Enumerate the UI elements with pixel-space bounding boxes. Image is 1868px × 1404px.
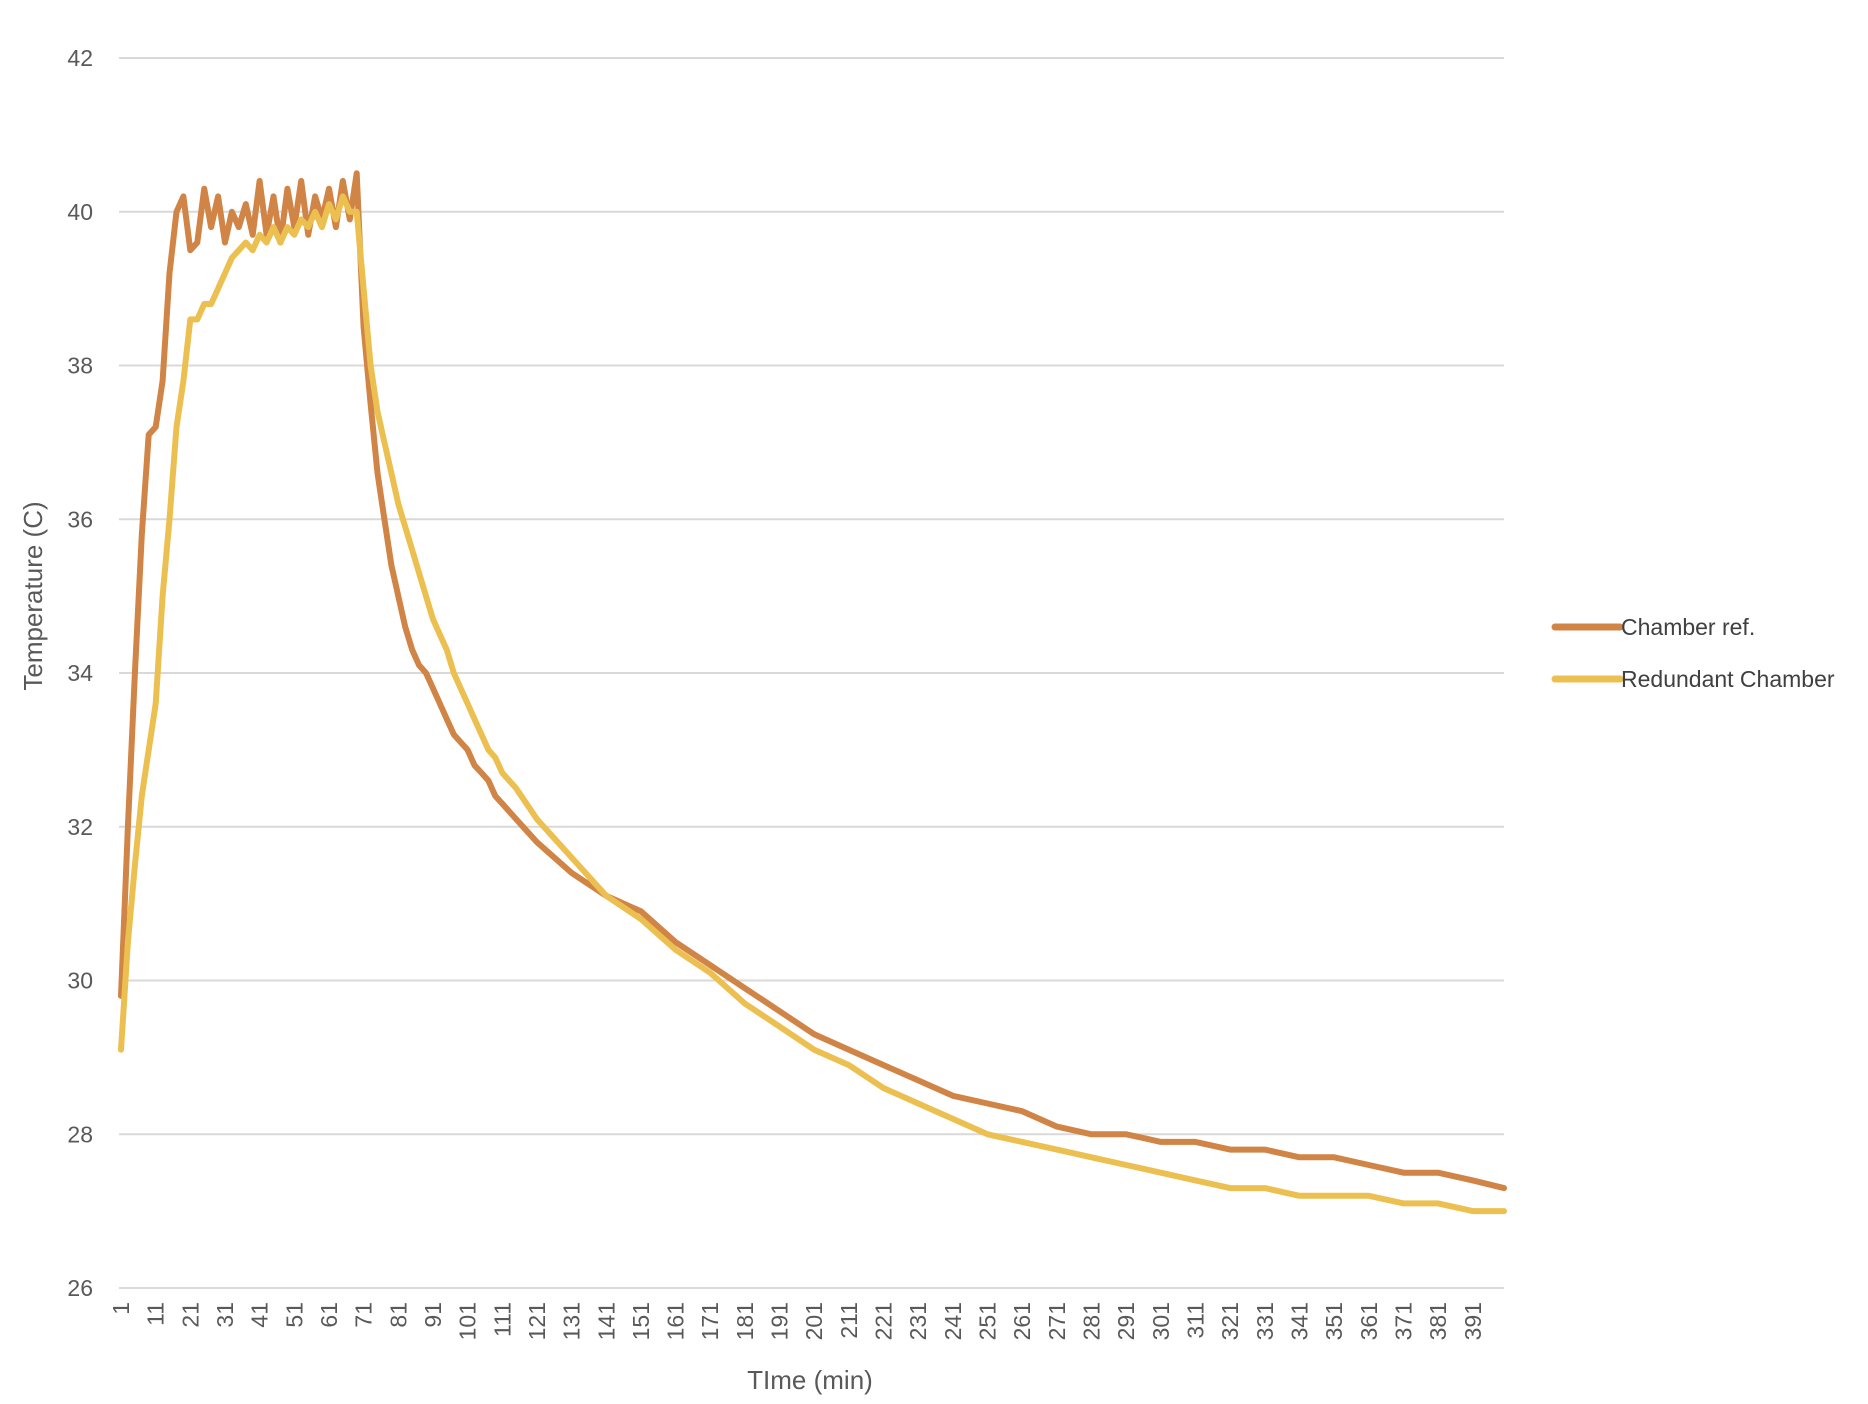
x-tick-label: 111 (489, 1302, 515, 1337)
x-tick-label: 41 (247, 1302, 273, 1328)
series-lines (118, 170, 1507, 1215)
y-tick-label: 28 (67, 1121, 93, 1147)
x-tick-label: 61 (316, 1302, 342, 1328)
x-tick-label: 361 (1356, 1302, 1382, 1340)
x-tick-label: 81 (385, 1302, 411, 1328)
y-tick-label: 38 (67, 353, 93, 379)
legend: Chamber ref. Redundant Chamber (1551, 614, 1835, 692)
x-tick-label: 141 (593, 1302, 619, 1340)
x-tick-label: 251 (975, 1302, 1001, 1340)
x-axis-title: TIme (min) (747, 1365, 873, 1395)
x-tick-label: 131 (559, 1302, 585, 1340)
x-tick-label: 331 (1252, 1302, 1278, 1340)
x-tick-label: 1 (108, 1302, 134, 1315)
series-line-redundant-chamber (118, 193, 1507, 1215)
y-tick-label: 32 (67, 814, 93, 840)
x-axis-tick-labels: 1 11 21 31 41 51 61 71 81 91 101 111 121 131 141 151 161… (108, 1302, 1486, 1340)
x-tick-label: 71 (351, 1302, 377, 1328)
y-tick-label: 36 (67, 506, 93, 532)
x-tick-label: 11 (143, 1302, 169, 1326)
x-tick-label: 311 (1183, 1302, 1209, 1339)
x-tick-label: 101 (455, 1302, 481, 1340)
x-tick-label: 181 (732, 1302, 758, 1340)
legend-label-chamber-ref: Chamber ref. (1621, 614, 1755, 640)
x-tick-label: 51 (281, 1302, 307, 1328)
y-tick-label: 26 (67, 1275, 93, 1301)
x-tick-label: 391 (1460, 1302, 1486, 1340)
y-tick-label: 30 (67, 968, 93, 994)
y-tick-label: 42 (67, 45, 93, 71)
horizontal-gridlines (119, 57, 1504, 1289)
x-tick-label: 221 (871, 1302, 897, 1340)
x-tick-label: 171 (697, 1302, 723, 1340)
x-tick-label: 91 (420, 1302, 446, 1328)
x-tick-label: 351 (1321, 1302, 1347, 1340)
x-tick-label: 261 (1009, 1302, 1035, 1340)
x-tick-label: 321 (1217, 1302, 1243, 1340)
x-tick-label: 271 (1044, 1302, 1070, 1340)
x-tick-label: 371 (1390, 1302, 1416, 1340)
x-tick-label: 241 (940, 1302, 966, 1340)
x-tick-label: 281 (1079, 1302, 1105, 1340)
x-tick-label: 21 (177, 1302, 203, 1328)
x-tick-label: 211 (836, 1302, 862, 1339)
x-tick-label: 381 (1425, 1302, 1451, 1340)
x-tick-label: 291 (1113, 1302, 1139, 1340)
x-tick-label: 301 (1148, 1302, 1174, 1340)
x-tick-label: 231 (905, 1302, 931, 1340)
y-tick-label: 34 (67, 660, 93, 686)
series-line-chamber-ref (118, 170, 1507, 1192)
x-tick-label: 121 (524, 1302, 550, 1340)
y-axis-title: Temperature (C) (18, 501, 48, 690)
y-axis-tick-labels: 26 28 30 32 34 36 38 40 42 (67, 45, 93, 1301)
legend-label-redundant-chamber: Redundant Chamber (1621, 666, 1835, 692)
x-tick-label: 161 (663, 1302, 689, 1340)
y-tick-label: 40 (67, 199, 93, 225)
x-tick-label: 191 (767, 1302, 793, 1340)
x-tick-label: 201 (801, 1302, 827, 1340)
x-tick-label: 31 (212, 1302, 238, 1328)
x-tick-label: 341 (1286, 1302, 1312, 1340)
x-tick-label: 151 (628, 1302, 654, 1340)
